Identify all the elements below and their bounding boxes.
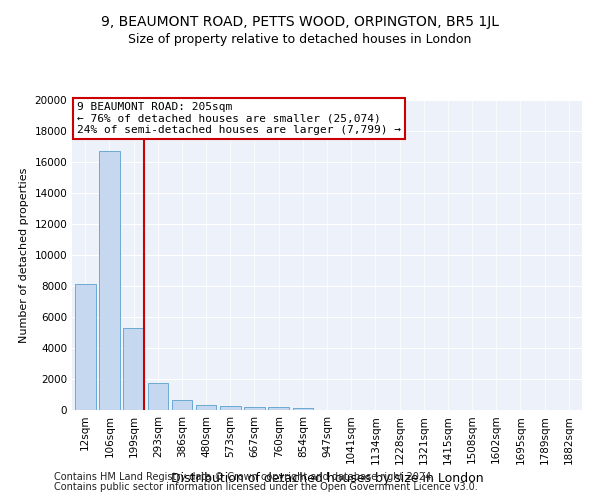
Bar bbox=[268, 408, 289, 410]
Bar bbox=[148, 383, 168, 410]
Y-axis label: Number of detached properties: Number of detached properties bbox=[19, 168, 29, 342]
Text: Contains HM Land Registry data © Crown copyright and database right 2024.: Contains HM Land Registry data © Crown c… bbox=[54, 472, 434, 482]
Bar bbox=[99, 151, 120, 410]
Bar bbox=[244, 406, 265, 410]
Bar bbox=[293, 408, 313, 410]
Text: Contains public sector information licensed under the Open Government Licence v3: Contains public sector information licen… bbox=[54, 482, 478, 492]
Bar bbox=[124, 328, 144, 410]
X-axis label: Distribution of detached houses by size in London: Distribution of detached houses by size … bbox=[170, 472, 484, 485]
Bar bbox=[196, 404, 217, 410]
Text: 9, BEAUMONT ROAD, PETTS WOOD, ORPINGTON, BR5 1JL: 9, BEAUMONT ROAD, PETTS WOOD, ORPINGTON,… bbox=[101, 15, 499, 29]
Bar bbox=[75, 284, 95, 410]
Bar bbox=[172, 400, 192, 410]
Text: Size of property relative to detached houses in London: Size of property relative to detached ho… bbox=[128, 32, 472, 46]
Bar bbox=[220, 406, 241, 410]
Text: 9 BEAUMONT ROAD: 205sqm
← 76% of detached houses are smaller (25,074)
24% of sem: 9 BEAUMONT ROAD: 205sqm ← 76% of detache… bbox=[77, 102, 401, 134]
